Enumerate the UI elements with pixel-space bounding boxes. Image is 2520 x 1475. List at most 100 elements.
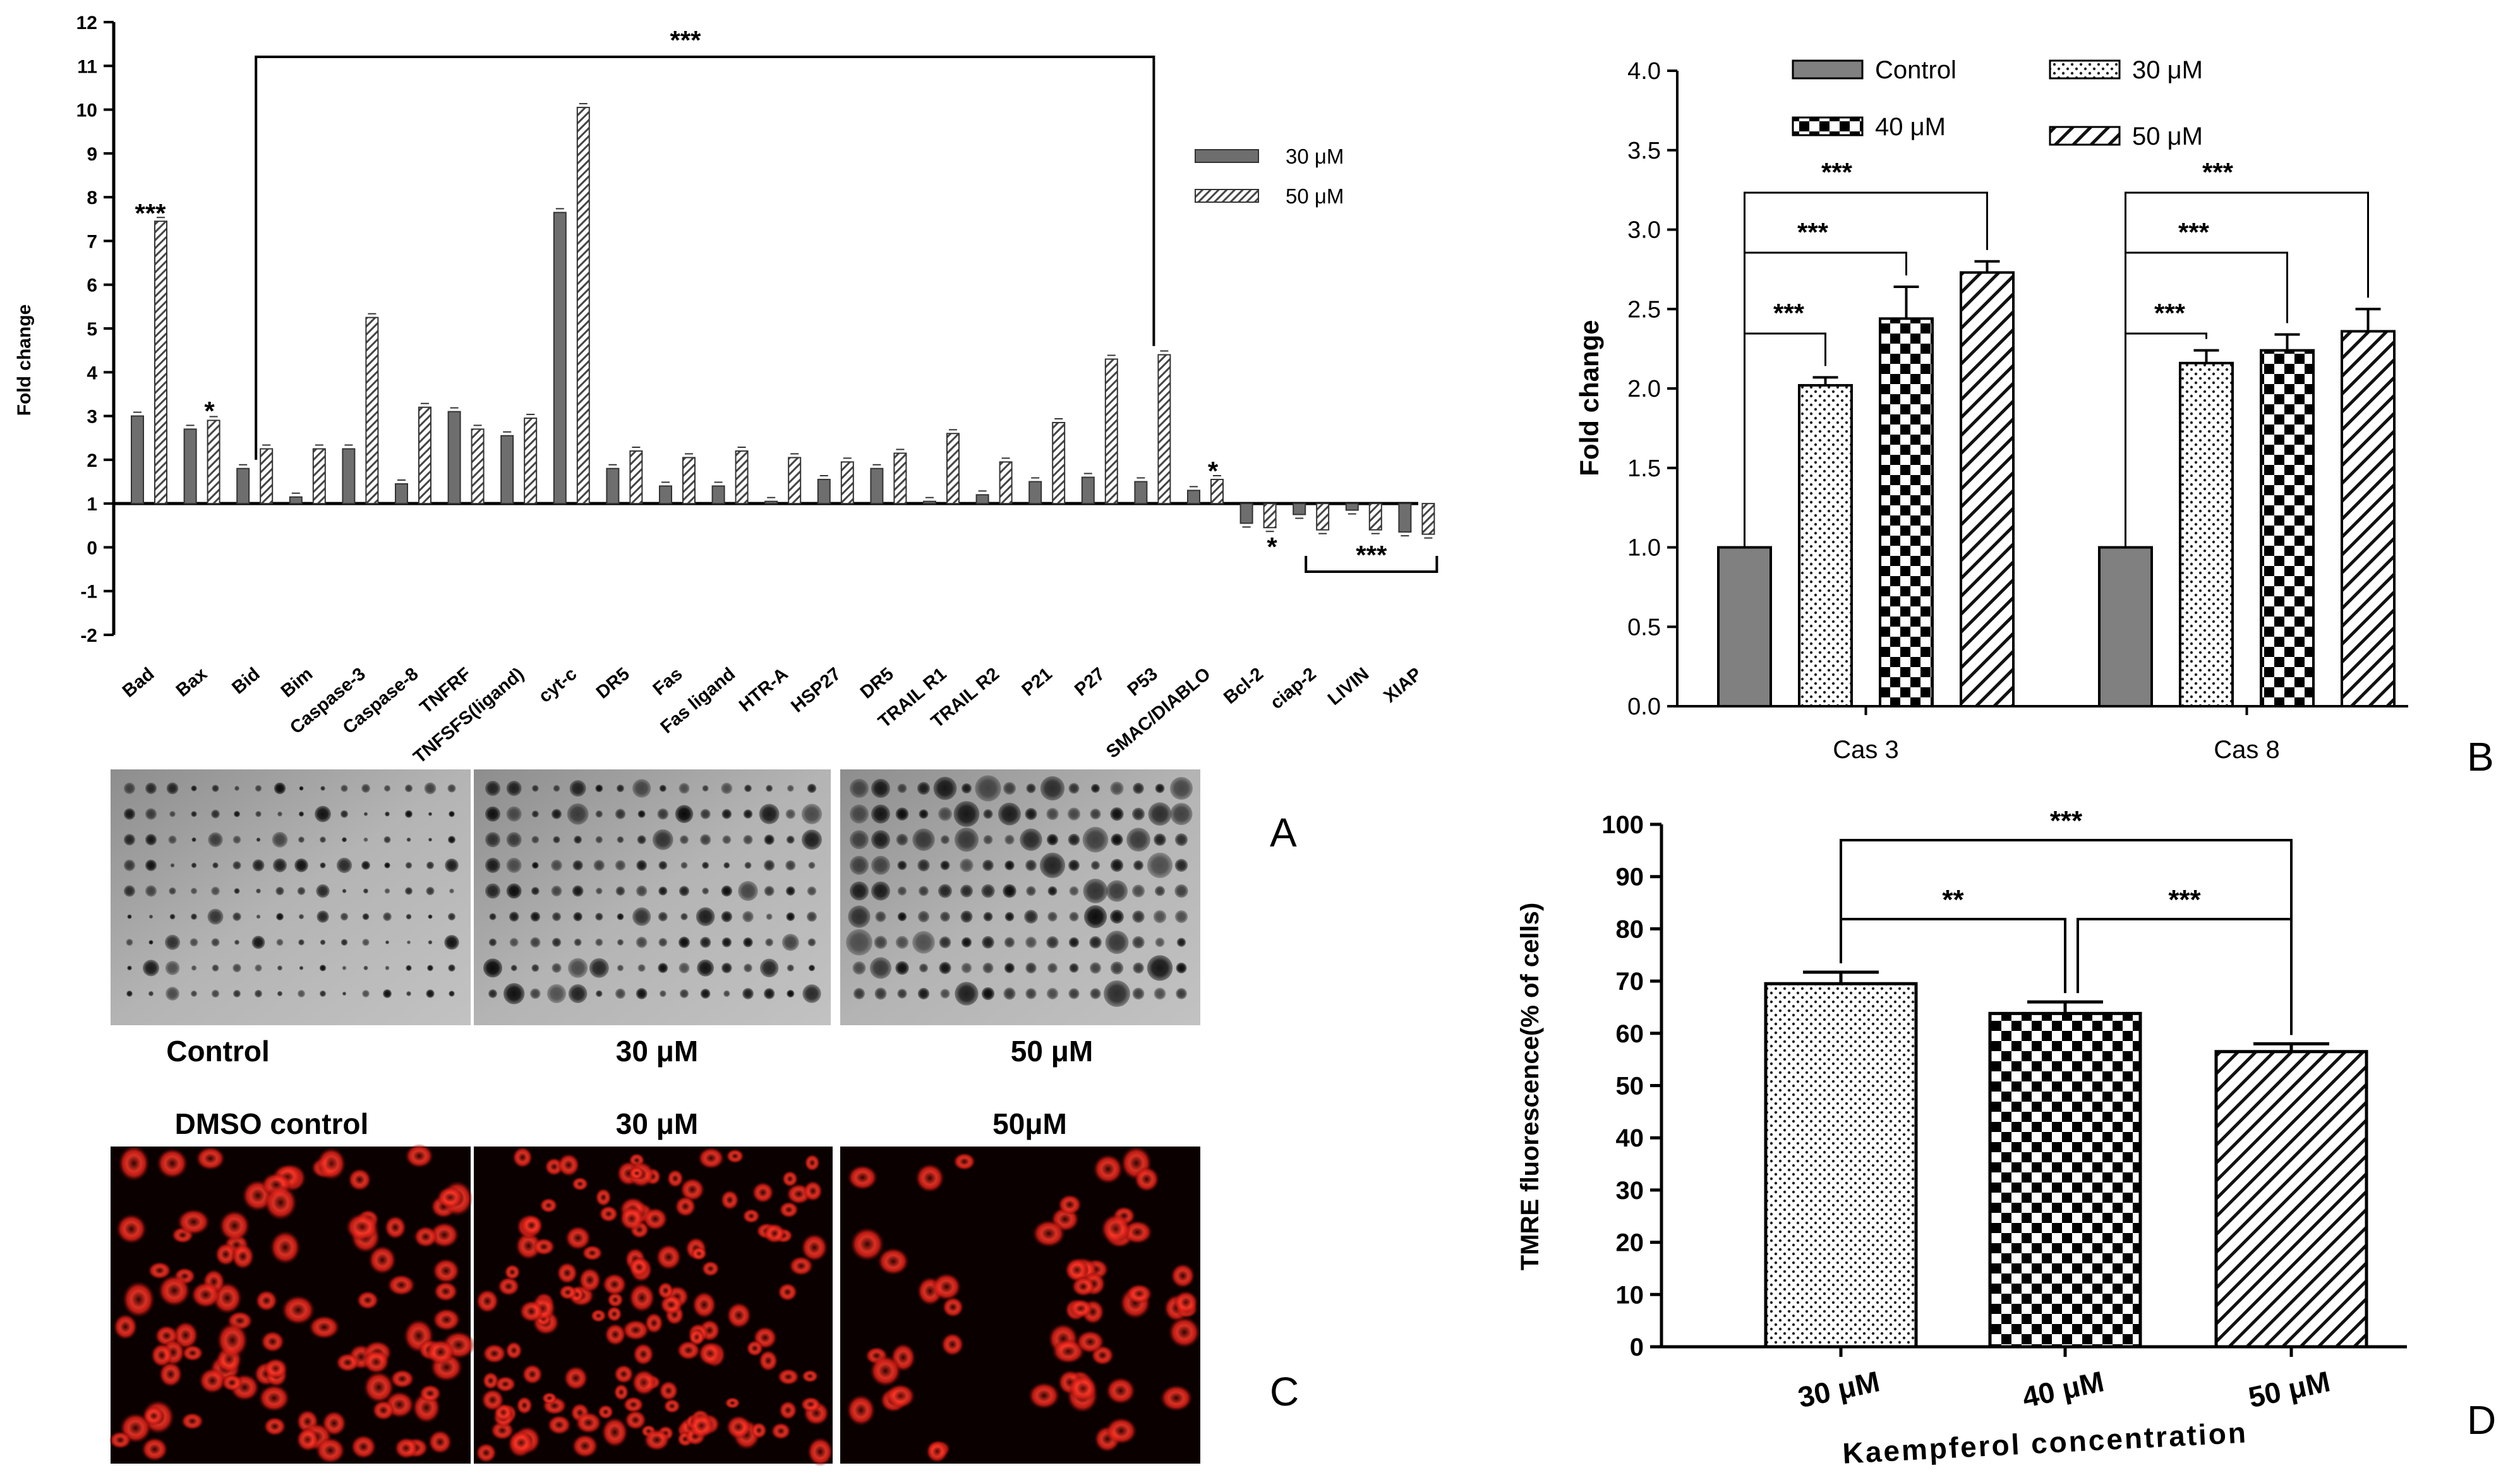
a-y-tick-label: 7 <box>87 231 97 252</box>
fluorescent-cell <box>1058 1194 1082 1215</box>
a-bar-30 <box>1028 481 1042 505</box>
d-y-tick-label: 60 <box>1616 1020 1644 1048</box>
dot-blot-spot <box>1068 988 1080 999</box>
b-bar <box>1717 546 1772 707</box>
dot-blot-spot <box>568 958 588 978</box>
fluorescent-cell <box>425 1339 455 1365</box>
dot-blot-spot <box>1090 988 1101 999</box>
d-bar <box>1988 1011 2142 1349</box>
a-bar-30 <box>1398 503 1412 533</box>
dot-blot-spot <box>256 888 261 894</box>
a-bar-30 <box>870 467 884 505</box>
dot-blot-spot <box>1147 852 1173 878</box>
dot-blot-spot <box>912 828 935 851</box>
a-bar-30 <box>711 485 725 505</box>
a-y-tick-label: 6 <box>87 275 97 296</box>
fluorescent-cell <box>642 1207 668 1231</box>
d-x-axis-label: Kaempferol concentration <box>1842 1416 2248 1470</box>
b-legend-label: Control <box>1875 56 1956 84</box>
a-bar-30 <box>236 467 250 505</box>
dot-blot-spot <box>363 888 369 894</box>
fluorescent-cell <box>557 1261 578 1284</box>
dot-blot-spot <box>595 810 603 818</box>
a-bar-50 <box>471 428 485 505</box>
dot-blot-spot <box>1083 879 1108 903</box>
dot-blot-spot <box>1110 858 1124 872</box>
dot-blot-spot <box>232 835 241 844</box>
fluorescent-cell <box>317 1147 346 1181</box>
dot-blot-spot <box>320 990 326 997</box>
fluorescent-cell <box>877 1247 910 1275</box>
fluorescent-cell <box>1100 1213 1131 1244</box>
dot-blot-spot <box>981 987 995 1001</box>
a-x-tick-label: HTR-A <box>735 664 792 716</box>
dot-blot-spot <box>405 862 413 869</box>
dot-blot-spot <box>589 958 609 978</box>
dot-blot-spot <box>383 836 391 843</box>
dot-blot-spot <box>897 860 907 870</box>
dot-blot-spot <box>983 834 993 845</box>
fluorescent-cell <box>742 1208 761 1224</box>
dot-blot-spot <box>406 991 411 996</box>
dot-blot-spot <box>252 859 265 872</box>
dot-blot-spot <box>552 937 562 947</box>
fluorescent-cell <box>804 1153 821 1172</box>
fluorescent-cell <box>157 1274 191 1307</box>
dot-blot-spot <box>808 862 816 869</box>
dot-blot-spot <box>1024 910 1038 924</box>
dot-blot-spot <box>785 809 796 819</box>
dot-blot-spot <box>637 835 646 845</box>
b-legend-swatch <box>2049 126 2121 146</box>
dot-blot-spot <box>1105 930 1129 954</box>
dot-blot-spot <box>807 783 817 793</box>
dot-blot-spot <box>449 810 455 817</box>
a-bar-30 <box>500 435 514 505</box>
a-y-tick-label: 8 <box>87 188 97 208</box>
d-y-tick-label: 10 <box>1616 1281 1644 1309</box>
a-x-tick-label: LIVIN <box>1324 664 1373 709</box>
fluorescent-cell <box>476 1289 499 1314</box>
dot-blot-spot <box>696 907 715 927</box>
dot-blot-spot <box>596 990 603 997</box>
fluorescent-cell <box>263 1416 287 1436</box>
a-bar-30 <box>1345 503 1359 511</box>
a-bar-50 <box>1104 358 1118 505</box>
dot-blot-spot <box>1089 936 1102 949</box>
dot-blot-spot <box>617 939 624 946</box>
fluorescent-cell <box>601 1417 629 1448</box>
dot-blot-spot <box>1153 910 1167 924</box>
dot-blot-spot <box>853 988 865 999</box>
dot-blot-spot <box>551 809 562 819</box>
a-bar-30 <box>764 500 778 505</box>
b-bar <box>2260 349 2315 707</box>
fluorescent-cell <box>475 1442 497 1463</box>
dot-blot-spot <box>191 913 197 920</box>
dot-blot-spot <box>530 937 541 948</box>
fluorescent-cell <box>692 1291 717 1319</box>
dot-blot-spot <box>124 808 135 820</box>
dot-blot-spot <box>636 860 648 871</box>
a-bar-50 <box>260 448 274 505</box>
dot-blot-spot <box>1004 860 1015 870</box>
dot-blot-spot <box>1047 963 1058 973</box>
a-legend-swatch <box>1195 189 1259 203</box>
a-y-tick-label: 10 <box>76 100 97 121</box>
dot-blot-spot <box>721 963 732 973</box>
dot-blot-spot <box>1154 833 1166 846</box>
dot-blot-spot <box>982 962 994 973</box>
dot-blot-spot <box>764 860 775 871</box>
dot-blot-spot <box>743 937 753 948</box>
fluorescent-cell <box>428 1430 452 1454</box>
dot-blot-spot <box>424 782 437 795</box>
dot-blot-spot <box>191 990 197 997</box>
fluorescent-cell <box>953 1152 976 1171</box>
dot-blot-spot <box>251 936 265 949</box>
a-legend-label: 50 μM <box>1286 184 1344 208</box>
b-y-tick-label: 3.0 <box>1627 217 1661 244</box>
dot-blot-spot <box>531 964 540 972</box>
dot-blot-spot <box>852 961 866 975</box>
fluorescent-cell <box>629 1166 645 1180</box>
dot-blot-spot <box>743 834 753 845</box>
dot-blot-spot <box>320 939 326 945</box>
